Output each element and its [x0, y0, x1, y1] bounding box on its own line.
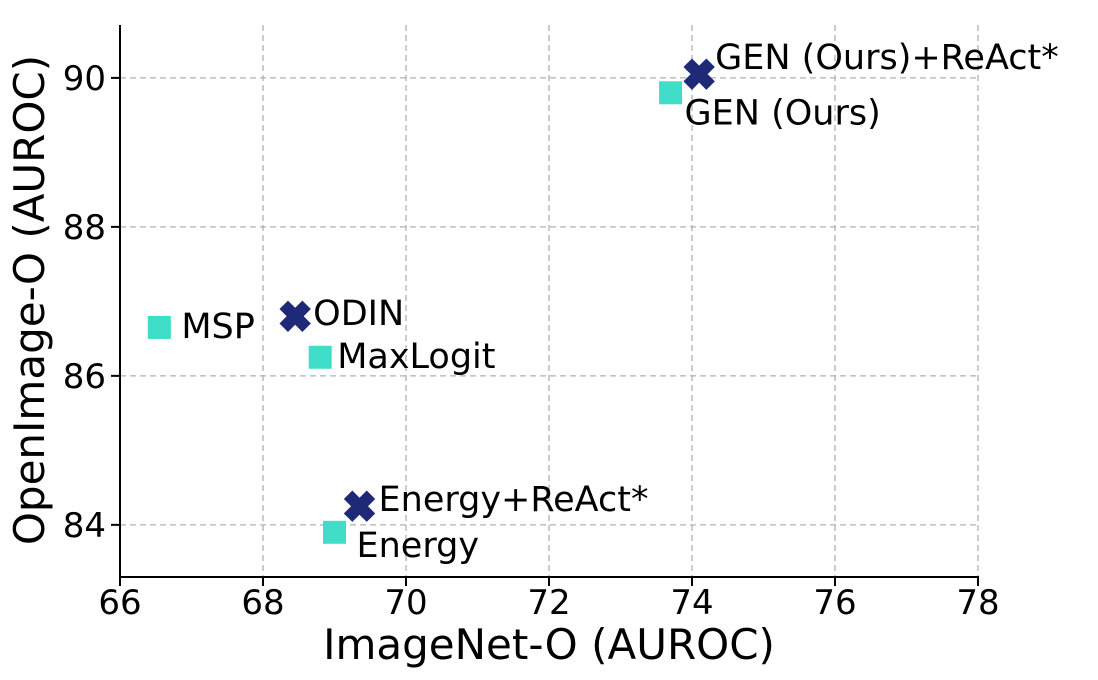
point-label: ODIN — [313, 294, 404, 334]
data-point-x — [279, 300, 311, 332]
data-point-square — [659, 81, 683, 105]
data-point-x — [683, 58, 715, 90]
data-point-square — [147, 315, 171, 339]
x-tick-label: 66 — [98, 583, 141, 623]
x-tick-label: 70 — [384, 583, 427, 623]
y-tick-label: 84 — [63, 506, 106, 546]
y-tick-label: 88 — [63, 208, 106, 248]
point-label: Energy — [357, 526, 480, 566]
y-axis-title: OpenImage-O (AUROC) — [5, 54, 54, 546]
point-label: MSP — [181, 307, 255, 347]
point-label: GEN (Ours)+ReAct* — [715, 38, 1059, 78]
point-label: Energy+ReAct* — [379, 480, 649, 520]
data-point-square — [308, 345, 332, 369]
data-point-square — [323, 520, 346, 544]
data-point-x — [343, 490, 376, 522]
y-tick-label: 90 — [63, 59, 106, 99]
x-tick-label: 74 — [670, 583, 713, 623]
x-tick-label: 72 — [527, 583, 570, 623]
x-tick-label: 78 — [956, 583, 999, 623]
x-tick-label: 68 — [241, 583, 284, 623]
x-axis-title: ImageNet-O (AUROC) — [323, 620, 775, 669]
x-tick-label: 76 — [813, 583, 856, 623]
point-label: MaxLogit — [337, 337, 495, 377]
y-tick-label: 86 — [63, 357, 106, 397]
point-label: GEN (Ours) — [685, 93, 881, 133]
